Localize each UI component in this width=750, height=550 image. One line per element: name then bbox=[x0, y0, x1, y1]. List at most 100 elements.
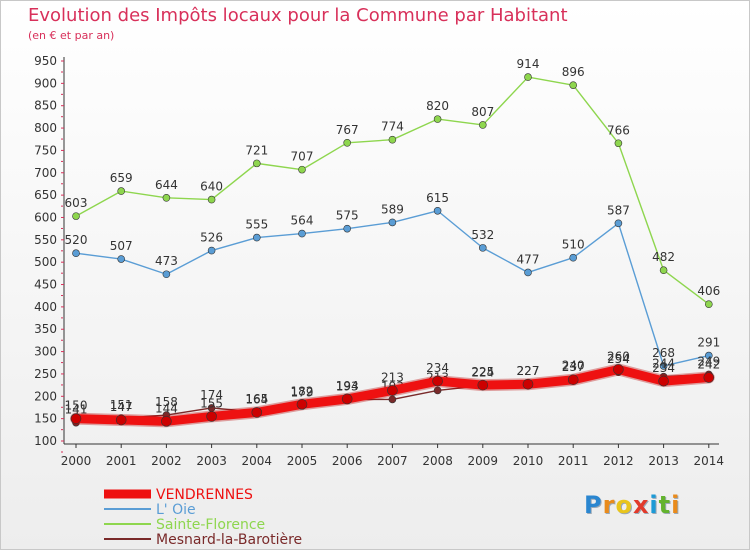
data-point bbox=[613, 364, 624, 375]
x-tick-label: 2004 bbox=[242, 454, 273, 468]
data-point bbox=[296, 399, 308, 410]
data-point bbox=[567, 374, 579, 386]
data-point bbox=[298, 165, 306, 174]
data-label: 896 bbox=[562, 65, 585, 79]
data-point bbox=[704, 351, 713, 360]
data-label: 707 bbox=[291, 150, 314, 164]
y-tick-label: 400 bbox=[34, 300, 57, 314]
y-tick-label: 150 bbox=[34, 412, 57, 426]
data-label: 234 bbox=[652, 361, 675, 375]
data-point bbox=[433, 206, 442, 215]
data-label: 150 bbox=[65, 399, 88, 413]
data-label: 155 bbox=[200, 396, 223, 410]
data-label: 225 bbox=[471, 365, 494, 379]
data-label: 520 bbox=[65, 233, 88, 247]
data-label: 213 bbox=[381, 370, 404, 384]
data-point bbox=[298, 229, 306, 238]
data-label: 587 bbox=[607, 203, 630, 217]
y-tick-label: 300 bbox=[34, 345, 57, 359]
data-point bbox=[161, 416, 172, 427]
data-point bbox=[72, 249, 80, 258]
data-label: 766 bbox=[607, 123, 630, 137]
y-tick-label: 200 bbox=[34, 389, 57, 403]
data-label: 291 bbox=[697, 336, 720, 350]
series-line bbox=[75, 210, 710, 367]
data-label: 144 bbox=[155, 401, 178, 415]
x-tick-label: 2011 bbox=[558, 454, 589, 468]
x-tick-label: 2014 bbox=[694, 454, 725, 468]
data-point bbox=[207, 195, 216, 204]
data-point bbox=[115, 414, 127, 426]
data-point bbox=[433, 386, 442, 395]
proxiti-logo: Proxiti bbox=[584, 491, 680, 519]
data-label: 526 bbox=[200, 231, 223, 245]
logo-letter: x bbox=[632, 491, 650, 519]
data-label: 510 bbox=[562, 238, 585, 252]
data-label: 406 bbox=[697, 284, 720, 298]
x-tick-label: 2010 bbox=[513, 454, 544, 468]
data-point bbox=[703, 372, 715, 383]
data-label: 914 bbox=[517, 57, 540, 71]
data-label: 242 bbox=[697, 358, 720, 372]
data-label: 260 bbox=[607, 349, 630, 363]
data-label: 227 bbox=[517, 364, 540, 378]
data-label: 249 bbox=[697, 354, 720, 368]
data-point bbox=[70, 413, 82, 424]
y-tick-label: 950 bbox=[34, 54, 57, 68]
chart-subtitle: (en € et par an) bbox=[28, 29, 115, 42]
data-label: 507 bbox=[110, 239, 133, 253]
data-label: 224 bbox=[471, 366, 494, 380]
data-label: 820 bbox=[426, 99, 449, 113]
data-label: 141 bbox=[65, 403, 88, 417]
data-point bbox=[162, 194, 171, 202]
chart-title: Evolution des Impôts locaux pour la Comm… bbox=[28, 5, 568, 26]
data-label: 644 bbox=[155, 178, 178, 192]
logo-letter: i bbox=[671, 491, 681, 519]
data-point bbox=[388, 395, 397, 404]
y-tick-label: 600 bbox=[34, 210, 57, 224]
data-label: 807 bbox=[471, 105, 494, 119]
legend-label: L' Oie bbox=[156, 502, 196, 518]
data-point bbox=[341, 393, 353, 405]
data-point bbox=[72, 212, 80, 220]
y-tick-label: 700 bbox=[34, 166, 57, 180]
data-label: 268 bbox=[652, 346, 675, 360]
data-point bbox=[388, 218, 397, 227]
data-point bbox=[117, 187, 125, 195]
data-label: 151 bbox=[110, 398, 133, 412]
data-label: 721 bbox=[245, 143, 268, 157]
data-label: 473 bbox=[155, 254, 178, 268]
data-point bbox=[117, 255, 125, 263]
data-point bbox=[659, 362, 668, 370]
logo-letter: o bbox=[615, 491, 633, 519]
data-point bbox=[343, 139, 352, 147]
x-tick-label: 2001 bbox=[106, 454, 137, 468]
data-label: 767 bbox=[336, 123, 359, 137]
y-tick-label: 650 bbox=[34, 188, 57, 202]
data-label: 603 bbox=[65, 196, 88, 210]
data-label: 193 bbox=[336, 379, 359, 393]
data-label: 234 bbox=[426, 361, 449, 375]
legend-label: Mesnard-la-Barotière bbox=[156, 532, 302, 548]
x-tick-label: 2013 bbox=[648, 454, 679, 468]
data-label: 227 bbox=[517, 364, 540, 378]
data-point bbox=[614, 219, 623, 228]
data-label: 482 bbox=[652, 250, 675, 264]
data-label: 147 bbox=[110, 400, 133, 414]
logo-letter: i bbox=[649, 491, 659, 519]
x-tick-label: 2003 bbox=[196, 454, 227, 468]
x-tick-label: 2007 bbox=[377, 454, 408, 468]
y-tick-label: 250 bbox=[34, 367, 57, 381]
data-label: 179 bbox=[291, 386, 314, 400]
data-label: 659 bbox=[110, 171, 133, 185]
data-label: 174 bbox=[200, 388, 223, 402]
data-point bbox=[524, 268, 532, 277]
data-label: 194 bbox=[336, 379, 359, 393]
data-label: 158 bbox=[155, 395, 178, 409]
y-tick-label: 500 bbox=[34, 255, 57, 269]
data-point bbox=[478, 244, 487, 252]
data-point bbox=[343, 224, 352, 233]
data-label: 477 bbox=[517, 252, 540, 266]
